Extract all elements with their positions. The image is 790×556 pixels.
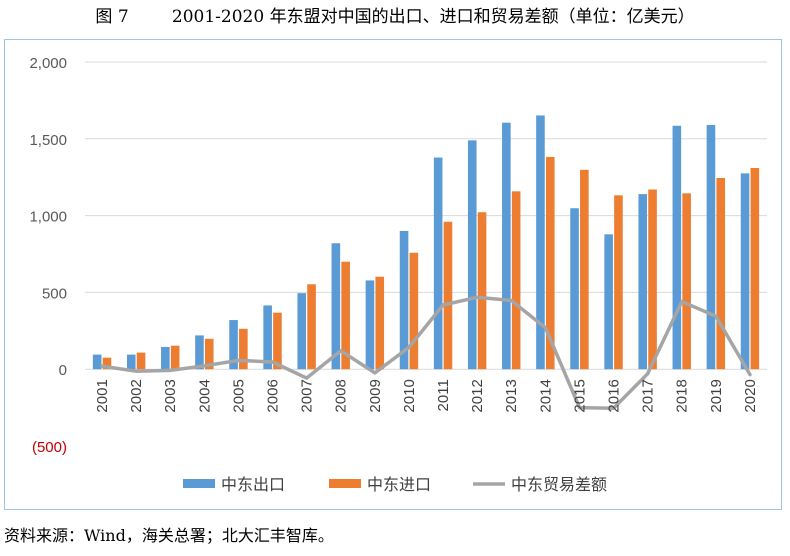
x-tick-label: 2013: [503, 379, 520, 412]
bar-import: [511, 191, 521, 370]
x-tick-label: 2012: [469, 379, 486, 412]
bar-import: [307, 284, 316, 370]
bar-export: [433, 157, 443, 370]
figure-label: 图 7: [95, 7, 129, 27]
x-tick-label: 2004: [196, 379, 213, 412]
y-tick-label: 1,000: [29, 209, 67, 226]
bar-export: [195, 335, 204, 370]
bar-export: [399, 230, 409, 370]
chart-frame: (500) 0 500 1,000 1,500 2,000 2001 2002 2003 2004…: [4, 39, 782, 510]
y-tick-label: 0: [59, 362, 67, 379]
y-tick-label: 2,000: [29, 55, 67, 72]
bar-export: [229, 320, 238, 370]
x-tick-label: 2014: [537, 379, 554, 412]
y-tick-label: (500): [32, 439, 67, 456]
x-tick-label: 2002: [128, 379, 145, 412]
bar-export: [536, 115, 545, 370]
x-tick-label: 2009: [367, 379, 384, 412]
legend-label: 中东贸易差额: [511, 475, 607, 494]
bar-export: [263, 305, 272, 370]
x-tick-label: 2011: [435, 379, 452, 411]
bar-import: [409, 252, 419, 370]
bar-import: [443, 221, 453, 370]
bar-import: [341, 261, 350, 370]
x-tick-label: 2006: [265, 379, 282, 412]
bar-export: [706, 124, 716, 370]
chart: (500) 0 500 1,000 1,500 2,000 2001 2002 2003 2004…: [29, 55, 767, 494]
bar-export: [672, 125, 682, 370]
bar-export: [570, 208, 579, 370]
bar-import: [614, 195, 623, 370]
bar-import: [375, 276, 385, 370]
bar-import: [682, 193, 691, 370]
x-tick-label: 2019: [708, 379, 725, 412]
bar-import: [136, 352, 146, 370]
bar-export: [92, 354, 102, 370]
bar-export: [604, 234, 613, 370]
bar-import: [170, 345, 180, 370]
bar-export: [467, 140, 477, 370]
figure-title: 图 7 2001-2020 年东盟对中国的出口、进口和贸易差额（单位：亿美元）: [0, 2, 790, 27]
legend-swatch: [183, 479, 215, 488]
bar-export: [740, 173, 750, 370]
x-tick-label: 2017: [640, 379, 657, 412]
bar-export: [297, 293, 307, 370]
legend-label: 中东出口: [221, 475, 285, 494]
legend-label: 中东进口: [367, 475, 431, 494]
bar-import: [580, 169, 589, 370]
bar-export: [502, 122, 511, 370]
legend-swatch: [329, 479, 361, 488]
x-tick-label: 2008: [333, 379, 350, 412]
x-tick-label: 2018: [674, 379, 691, 412]
bar-import: [102, 357, 112, 370]
bar-import: [239, 328, 248, 370]
bar-export: [331, 243, 341, 370]
bar-import: [750, 167, 760, 370]
bar-import: [273, 312, 282, 370]
x-tick-label: 2005: [230, 379, 247, 412]
bar-export: [161, 346, 170, 370]
bar-export: [638, 194, 648, 370]
y-tick-label: 1,500: [29, 132, 67, 149]
bar-import: [545, 156, 555, 370]
x-tick-label: 2020: [742, 379, 759, 412]
y-tick-label: 500: [42, 285, 67, 302]
x-tick-label: 2007: [299, 379, 316, 412]
source-note: 资料来源：Wind，海关总署；北大汇丰智库。: [4, 526, 334, 545]
bar-import: [648, 189, 657, 370]
line-balance: [100, 295, 752, 410]
x-tick-label: 2016: [606, 379, 623, 412]
x-tick-label: 2015: [571, 379, 588, 412]
x-tick-label: 2001: [94, 379, 111, 412]
x-tick-label: 2003: [162, 379, 179, 412]
bar-import: [204, 338, 214, 370]
bar-export: [365, 280, 375, 370]
bar-import: [477, 212, 487, 370]
bar-export: [126, 354, 136, 370]
bar-import: [716, 177, 726, 370]
figure-title-text: 2001-2020 年东盟对中国的出口、进口和贸易差额（单位：亿美元）: [171, 7, 695, 27]
x-tick-label: 2010: [401, 379, 418, 412]
